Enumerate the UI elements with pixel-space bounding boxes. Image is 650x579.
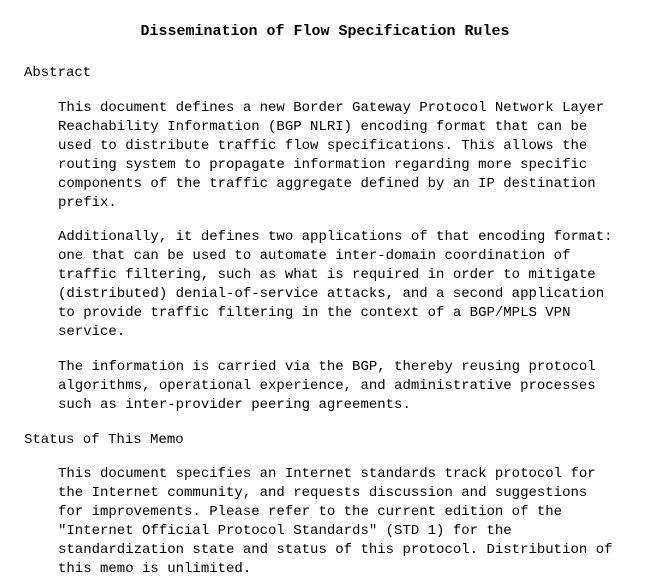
section-heading-status: Status of This Memo (24, 431, 626, 450)
status-paragraph-1: This document specifies an Internet stan… (58, 465, 626, 578)
document-title: Dissemination of Flow Specification Rule… (24, 22, 626, 42)
section-heading-abstract: Abstract (24, 64, 626, 83)
abstract-paragraph-2: Additionally, it defines two application… (58, 228, 626, 341)
abstract-paragraph-3: The information is carried via the BGP, … (58, 358, 626, 415)
abstract-paragraph-1: This document defines a new Border Gatew… (58, 99, 626, 212)
